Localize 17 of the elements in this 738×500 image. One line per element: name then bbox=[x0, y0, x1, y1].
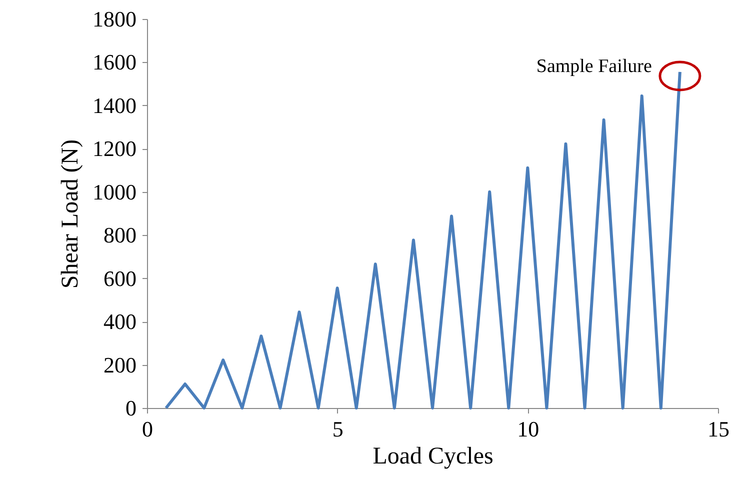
annotation: Sample Failure bbox=[536, 56, 652, 77]
y-tick-label: 1800 bbox=[92, 6, 136, 32]
y-axis-title: Shear Load (N) bbox=[58, 139, 84, 289]
x-axis-title: Load Cycles bbox=[372, 444, 494, 470]
y-tick-label: 1200 bbox=[92, 136, 136, 162]
x-tick-label: 10 bbox=[517, 416, 540, 442]
y-tick-label: 600 bbox=[104, 266, 136, 291]
y-tick-label: 800 bbox=[104, 222, 136, 248]
y-tick-label: 0 bbox=[126, 396, 136, 420]
x-tick-label: 0 bbox=[142, 416, 153, 442]
y-tick-label: 200 bbox=[104, 352, 136, 378]
y-tick-label: 400 bbox=[104, 309, 136, 334]
y-tick-label: 1600 bbox=[92, 50, 136, 75]
y-tick-label: 1000 bbox=[92, 179, 136, 204]
y-tick-label: 1400 bbox=[92, 92, 136, 118]
x-tick-label: 15 bbox=[708, 416, 730, 442]
x-tick-label: 5 bbox=[332, 416, 344, 442]
